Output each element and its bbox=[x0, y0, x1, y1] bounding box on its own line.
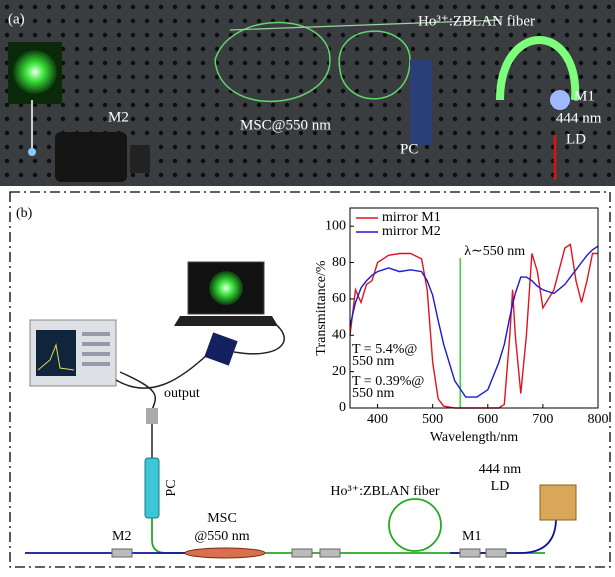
x-tick-label: 800 bbox=[588, 412, 609, 427]
y-axis-label: Transmittance/% bbox=[314, 260, 329, 355]
y-tick-label: 40 bbox=[332, 327, 346, 342]
msc-label: MSC bbox=[207, 511, 237, 526]
marker-label: λ∼550 nm bbox=[464, 244, 525, 259]
y-tick-label: 100 bbox=[325, 218, 346, 233]
ld-wavelength: 444 nm bbox=[479, 462, 522, 477]
m1-label: M1 bbox=[462, 529, 481, 544]
ld-label: LD bbox=[566, 131, 586, 147]
y-tick-label: 0 bbox=[339, 400, 346, 415]
fiber-label: Ho³⁺:ZBLAN fiber bbox=[418, 13, 535, 29]
msc-label: MSC@550 nm bbox=[240, 117, 331, 133]
page: (a) Ho³⁺:ZBLAN fiber M2 MSC@550 nm PC M1… bbox=[0, 0, 615, 577]
y-tick-label: 20 bbox=[332, 364, 346, 379]
panel-label: (a) bbox=[8, 11, 25, 27]
x-tick-label: 400 bbox=[367, 412, 388, 427]
pc-label: PC bbox=[164, 479, 179, 496]
fiber-label: Ho³⁺:ZBLAN fiber bbox=[330, 484, 440, 499]
legend-label: mirror M2 bbox=[382, 224, 441, 239]
x-tick-label: 700 bbox=[532, 412, 553, 427]
x-axis-label: Wavelength/nm bbox=[430, 430, 518, 445]
ld-wavelength: 444 nm bbox=[556, 110, 602, 126]
m2-label: M2 bbox=[112, 529, 131, 544]
legend-label: mirror M1 bbox=[382, 210, 441, 225]
msc-wavelength: @550 nm bbox=[194, 529, 249, 544]
y-tick-label: 60 bbox=[332, 291, 346, 306]
m1-label: M1 bbox=[574, 88, 595, 104]
figure: (a) Ho³⁺:ZBLAN fiber M2 MSC@550 nm PC M1… bbox=[0, 0, 615, 572]
x-tick-label: 500 bbox=[422, 412, 443, 427]
pc-label: PC bbox=[400, 141, 418, 157]
output-label: output bbox=[164, 386, 200, 401]
x-tick-label: 600 bbox=[477, 412, 498, 427]
annotation: 550 nm bbox=[352, 386, 395, 401]
annotation: 550 nm bbox=[352, 354, 395, 369]
y-tick-label: 80 bbox=[332, 255, 346, 270]
m2-label: M2 bbox=[108, 109, 129, 125]
inset-chart: 0 20 40 60 80 100 400 500 600 700 800 λ∼550 nm mirro… bbox=[314, 208, 608, 445]
ld-label: LD bbox=[491, 479, 510, 494]
panel-label: (b) bbox=[16, 206, 33, 221]
